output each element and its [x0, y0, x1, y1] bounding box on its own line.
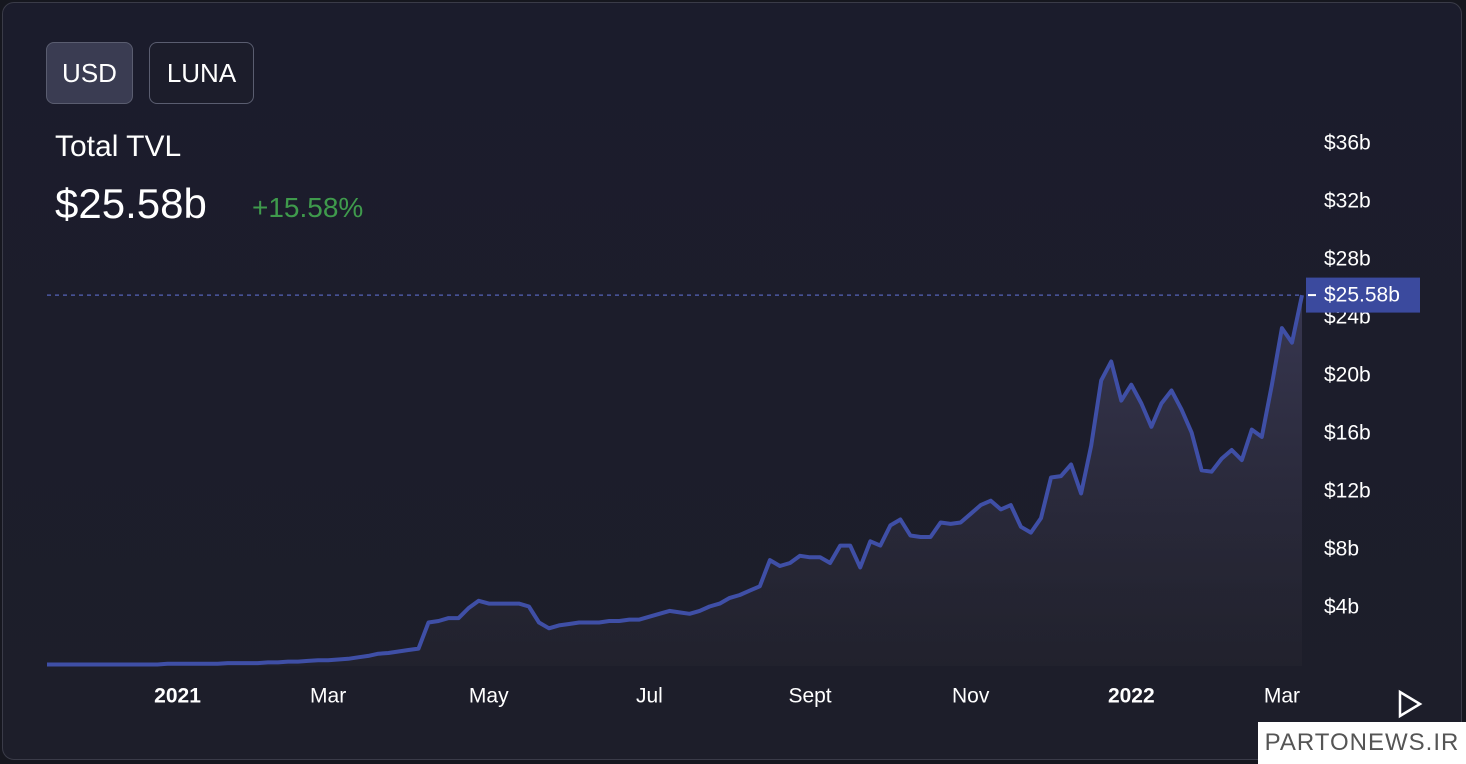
chart-title: Total TVL [55, 130, 182, 163]
y-tick-label: $16b [1324, 422, 1371, 445]
play-button[interactable] [1398, 689, 1423, 719]
currency-button[interactable]: LUNA [149, 42, 254, 104]
line [47, 294, 1304, 667]
x-tick-label: 2021 [154, 685, 201, 708]
y-tick-label: $12b [1324, 480, 1371, 503]
y-tick-label: $32b [1324, 190, 1371, 213]
x-tick-label: May [469, 685, 509, 708]
current-value: $25.58b [55, 180, 207, 227]
y-tick-label: $20b [1324, 364, 1371, 387]
watermark: PARTONEWS.IR [1258, 722, 1466, 764]
x-tick-label: Mar [1264, 685, 1300, 708]
y-tick-label: $4b [1324, 596, 1359, 619]
area [47, 295, 1302, 666]
x-tick-label: Jul [636, 685, 663, 708]
change-percent: +15.58% [252, 192, 364, 223]
x-tick-label: Sept [788, 685, 831, 708]
current-value-box [1306, 277, 1420, 313]
x-tick-label: Mar [310, 685, 346, 708]
y-tick-label: $8b [1324, 538, 1359, 561]
y-tick-label: $36b [1324, 132, 1371, 155]
currency-button[interactable]: USD [46, 42, 133, 104]
y-tick-label: $28b [1324, 248, 1371, 271]
current-value-label: $25.58b [1324, 284, 1400, 307]
x-tick-label: 2022 [1108, 685, 1155, 708]
x-tick-label: Nov [952, 685, 990, 708]
